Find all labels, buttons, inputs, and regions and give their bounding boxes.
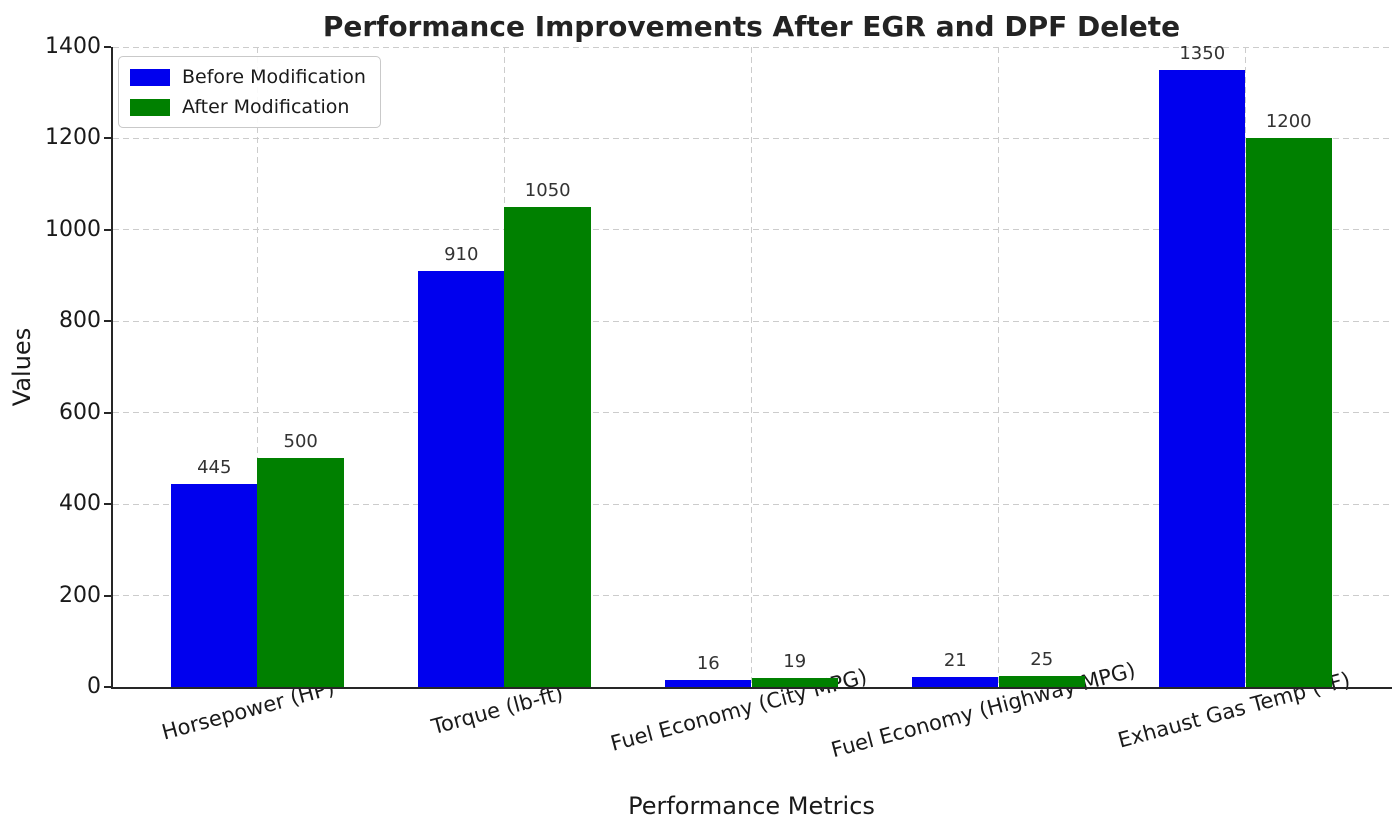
bar-value-label: 25 <box>1030 648 1054 670</box>
legend-label-before: Before Modification <box>182 66 366 88</box>
grid-line-vertical <box>256 47 258 687</box>
y-axis-label: Values <box>8 327 36 407</box>
x-axis-spine <box>111 687 1392 689</box>
y-tick-label: 600 <box>59 399 101 425</box>
bar-after-2 <box>751 678 838 687</box>
bar-before-4 <box>1159 69 1246 687</box>
y-tick-label: 0 <box>87 674 101 699</box>
legend-item-after: After Modification <box>130 96 366 118</box>
bar-after-0 <box>257 458 344 687</box>
bar-value-label: 500 <box>283 431 318 453</box>
grid-line-vertical <box>751 47 752 687</box>
legend-swatch-before-icon <box>130 68 170 86</box>
bar-before-1 <box>418 271 505 687</box>
y-tick-mark <box>104 594 111 597</box>
chart-title: Performance Improvements After EGR and D… <box>322 10 1181 43</box>
x-axis-label: Performance Metrics <box>628 792 875 820</box>
legend-swatch-after-icon <box>130 98 170 116</box>
bar-value-label: 1050 <box>524 180 571 201</box>
y-tick-label: 400 <box>59 491 101 517</box>
bar-before-2 <box>665 679 752 687</box>
legend-label-after: After Modification <box>182 96 350 118</box>
y-axis-spine <box>111 47 113 689</box>
y-tick-mark <box>104 228 111 231</box>
y-tick-label: 800 <box>59 308 101 334</box>
y-tick-mark <box>104 411 111 414</box>
bar-value-label: 19 <box>783 651 807 673</box>
y-tick-label: 200 <box>59 582 101 608</box>
bar-before-3 <box>912 677 999 687</box>
bar-after-1 <box>504 207 591 687</box>
bar-value-label: 1350 <box>1179 42 1226 64</box>
y-tick-mark <box>104 46 111 48</box>
bar-before-0 <box>171 483 258 687</box>
bar-value-label: 1200 <box>1265 111 1312 133</box>
y-tick-label: 1400 <box>45 34 101 59</box>
y-tick-mark <box>104 686 111 688</box>
bar-after-3 <box>998 675 1085 687</box>
bar-value-label: 16 <box>696 652 720 674</box>
y-tick-mark <box>104 503 111 506</box>
y-tick-mark <box>104 320 111 323</box>
y-tick-label: 1000 <box>45 216 101 242</box>
y-tick-mark <box>104 137 111 140</box>
bar-value-label: 445 <box>197 456 232 478</box>
bar-value-label: 910 <box>444 244 479 265</box>
bar-after-4 <box>1245 138 1332 687</box>
x-tick-label: Fuel Economy (Highway MPG) <box>828 657 1138 763</box>
legend: Before Modification After Modification <box>118 56 381 128</box>
bar-value-label: 21 <box>943 650 967 672</box>
grid-line-vertical <box>998 47 999 687</box>
y-tick-label: 1200 <box>45 125 101 151</box>
x-tick-label: Torque (lb-ft) <box>429 680 567 740</box>
legend-item-before: Before Modification <box>130 66 366 88</box>
